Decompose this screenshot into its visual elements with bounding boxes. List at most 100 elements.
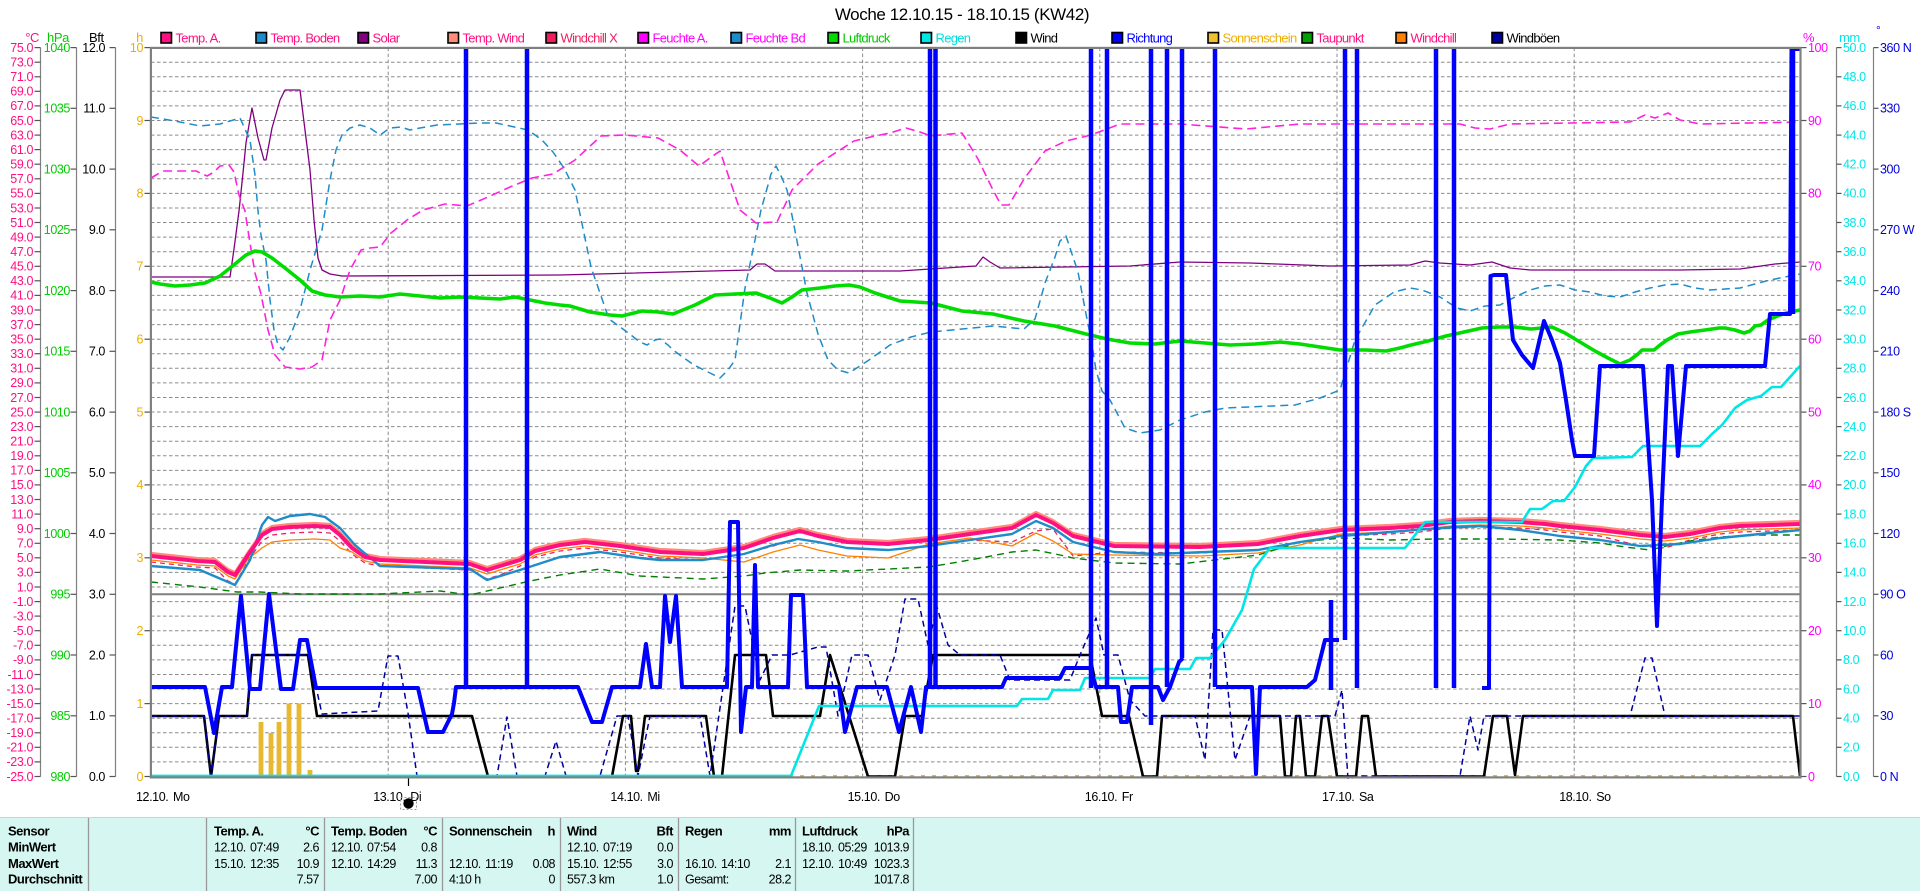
svg-text:60: 60 [1880,648,1894,662]
svg-text:Regen: Regen [685,824,723,839]
svg-text:05:29: 05:29 [838,841,867,855]
svg-text:1000: 1000 [44,527,71,541]
svg-text:63.0: 63.0 [10,128,33,142]
svg-text:22.0: 22.0 [1843,449,1866,463]
svg-text:1025: 1025 [44,223,71,237]
svg-text:40: 40 [1808,478,1822,492]
svg-text:0.8: 0.8 [421,841,437,855]
svg-text:-17.0: -17.0 [7,712,34,726]
svg-text:Luftdruck: Luftdruck [843,31,891,46]
svg-text:Windchill: Windchill [1411,31,1458,46]
svg-text:41.0: 41.0 [10,289,33,303]
svg-text:57.0: 57.0 [10,172,33,186]
svg-text:43.0: 43.0 [10,274,33,288]
svg-text:hPa: hPa [887,824,911,839]
svg-text:-13.0: -13.0 [7,682,34,696]
svg-text:100: 100 [1808,41,1828,55]
svg-text:8: 8 [136,187,143,201]
svg-text:Do: Do [885,790,901,804]
svg-text:h: h [548,824,556,839]
svg-text:7.0: 7.0 [89,345,106,359]
svg-text:6.0: 6.0 [89,405,106,419]
svg-text:29.0: 29.0 [10,376,33,390]
svg-text:13.10.: 13.10. [373,790,405,804]
svg-text:150: 150 [1880,466,1900,480]
svg-text:-9.0: -9.0 [13,653,33,667]
svg-text:5.0: 5.0 [17,551,34,565]
svg-text:16.10.: 16.10. [685,857,717,871]
svg-text:Taupunkt: Taupunkt [1317,31,1365,46]
svg-text:67.0: 67.0 [10,99,33,113]
svg-text:10: 10 [130,41,144,55]
svg-text:360 N: 360 N [1880,41,1912,55]
svg-text:28.2: 28.2 [769,873,792,887]
svg-text:7.57: 7.57 [297,873,320,887]
svg-text:12:35: 12:35 [250,857,279,871]
svg-text:15.0: 15.0 [10,478,33,492]
svg-text:3.0: 3.0 [657,857,673,871]
svg-text:1010: 1010 [44,405,71,419]
svg-text:Feuchte Bd: Feuchte Bd [746,31,806,46]
svg-text:65.0: 65.0 [10,114,33,128]
svg-text:Sonnenschein: Sonnenschein [1223,31,1297,46]
svg-text:12.10.: 12.10. [136,790,168,804]
svg-text:Windchill X: Windchill X [561,31,619,46]
svg-text:12.10.: 12.10. [567,841,599,855]
svg-text:7.00: 7.00 [415,873,438,887]
svg-text:15.10.: 15.10. [567,857,599,871]
svg-text:12.10.: 12.10. [331,857,363,871]
svg-text:°C: °C [423,824,438,839]
svg-text:44.0: 44.0 [1843,128,1866,142]
svg-text:07:54: 07:54 [367,841,396,855]
svg-text:25.0: 25.0 [10,405,33,419]
svg-text:Windböen: Windböen [1507,31,1560,46]
svg-text:8.0: 8.0 [1843,653,1860,667]
svg-text:32.0: 32.0 [1843,303,1866,317]
svg-text:1040: 1040 [44,41,71,55]
svg-text:Mo: Mo [173,790,190,804]
svg-text:0.0: 0.0 [657,841,673,855]
svg-text:14.10.: 14.10. [610,790,642,804]
svg-text:1005: 1005 [44,466,71,480]
svg-text:15.10.: 15.10. [214,857,246,871]
svg-text:1.0: 1.0 [89,709,106,723]
svg-text:23.0: 23.0 [10,420,33,434]
svg-text:1013.9: 1013.9 [874,841,910,855]
svg-text:0: 0 [136,770,143,784]
svg-text:11:19: 11:19 [485,857,513,871]
svg-text:0.0: 0.0 [1843,770,1860,784]
svg-text:37.0: 37.0 [10,318,33,332]
svg-text:90 O: 90 O [1880,588,1906,602]
svg-text:120: 120 [1880,527,1900,541]
svg-text:%: % [1803,30,1815,45]
svg-text:Gesamt:: Gesamt: [685,873,729,887]
svg-text:12.0: 12.0 [82,41,105,55]
svg-text:10.9: 10.9 [297,857,320,871]
svg-text:30: 30 [1880,709,1894,723]
svg-text:MinWert: MinWert [8,840,57,855]
svg-text:80: 80 [1808,187,1822,201]
svg-text:14:10: 14:10 [721,857,750,871]
svg-text:210: 210 [1880,345,1900,359]
svg-text:4.0: 4.0 [89,527,106,541]
svg-text:46.0: 46.0 [1843,99,1866,113]
svg-text:53.0: 53.0 [10,201,33,215]
svg-text:3.0: 3.0 [17,566,34,580]
svg-text:-21.0: -21.0 [7,741,34,755]
svg-text:Mi: Mi [647,790,659,804]
svg-text:-1.0: -1.0 [13,595,33,609]
svg-text:18.0: 18.0 [1843,507,1866,521]
svg-text:6.0: 6.0 [1843,682,1860,696]
svg-text:3.0: 3.0 [89,588,106,602]
svg-text:50.0: 50.0 [1843,41,1866,55]
svg-text:5: 5 [136,405,143,419]
svg-text:27.0: 27.0 [10,391,33,405]
svg-text:1030: 1030 [44,162,71,176]
svg-text:11.0: 11.0 [83,102,105,116]
svg-text:1.0: 1.0 [657,873,673,887]
svg-text:mm: mm [1839,30,1860,45]
svg-text:985: 985 [50,709,70,723]
svg-text:47.0: 47.0 [10,245,33,259]
svg-text:Temp. Boden: Temp. Boden [331,824,407,839]
svg-text:9.0: 9.0 [89,223,106,237]
